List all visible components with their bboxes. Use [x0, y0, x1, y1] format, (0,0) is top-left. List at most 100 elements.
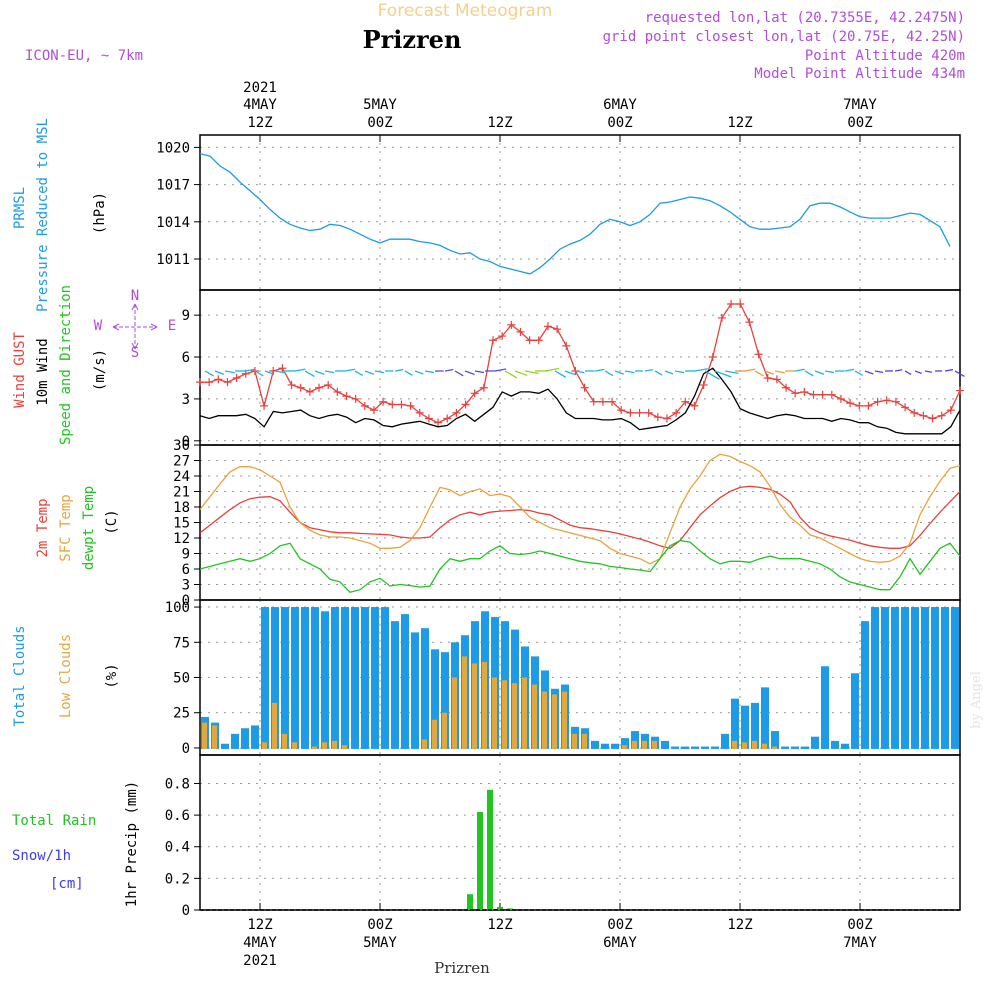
wind-arrow [704, 370, 720, 380]
gust-marker [342, 392, 351, 401]
wind-arrow [814, 370, 825, 375]
wind-panel-labels: Wind GUST 10m Wind Speed and Direction (… [12, 285, 176, 445]
gust-marker [919, 411, 928, 420]
low-cloud-bar [552, 694, 557, 749]
panel-3: 0 25 50 75 100 [165, 599, 961, 757]
low-cloud-bar [762, 743, 767, 749]
compass-n: N [131, 288, 139, 304]
low-cloud-bar [332, 740, 337, 749]
top-date-label: 7MAY [843, 97, 877, 113]
wind-arrow [524, 370, 539, 375]
rain-bar [507, 908, 513, 910]
gust-marker [662, 414, 671, 423]
wind-arrow [274, 370, 286, 374]
low-cloud-bar [772, 746, 777, 749]
gust-marker [287, 380, 296, 389]
wind-arrow [864, 370, 874, 375]
wind-10m-label: 10m Wind [35, 338, 51, 405]
gust-marker [434, 418, 443, 427]
y-tick-label: 27 [173, 454, 190, 470]
bottom-time-label: 00Z [847, 917, 872, 933]
compass-icon: N S W E [94, 288, 176, 361]
gust-marker [598, 397, 607, 406]
gust-marker [360, 401, 369, 410]
point-altitude: Point Altitude 420m [805, 48, 965, 64]
wind-arrow [474, 370, 485, 374]
total-cloud-bar [671, 746, 679, 749]
requested-coords: requested lon,lat (20.7355E, 42.2475N) [645, 10, 965, 26]
y-tick-label: 0.6 [165, 808, 190, 824]
gust-marker [608, 397, 617, 406]
bottom-location-label: Prizren [434, 959, 490, 977]
cloud-panel-labels: Total Clouds Low Clouds (%) [12, 625, 120, 726]
panel-frame [199, 289, 961, 446]
compass-e: E [168, 318, 176, 334]
gust-marker [891, 397, 900, 406]
pressure-unit-label: (hPa) [92, 192, 108, 234]
y-tick-label: 3 [182, 392, 190, 408]
total-cloud-bar [901, 607, 909, 749]
gust-marker [452, 408, 461, 417]
gust-marker [507, 320, 516, 329]
wind-arrow [874, 370, 884, 374]
forecast-meteogram-label: Forecast Meteogram [378, 1, 553, 21]
y-tick-label: 100 [165, 600, 190, 616]
wind-arrow [714, 370, 732, 378]
low-cloud-bar [272, 702, 277, 749]
gust-marker [809, 390, 818, 399]
gust-marker [388, 400, 397, 409]
low-cloud-bar [652, 740, 657, 749]
top-time-label: 12Z [247, 115, 272, 131]
wind-arrow [314, 370, 325, 376]
low-cloud-bar [212, 725, 217, 749]
gust-marker [873, 397, 882, 406]
gust-marker [708, 353, 717, 362]
gust-marker [717, 313, 726, 322]
wind-arrow [614, 370, 624, 375]
bottom-date-label: 7MAY [843, 935, 877, 951]
wind-arrow [744, 368, 756, 372]
total-cloud-bar [951, 607, 959, 749]
gust-marker [653, 413, 662, 422]
wind-arrow [254, 370, 264, 377]
total-cloud-bar [331, 607, 339, 749]
low-cloud-bar [622, 745, 627, 749]
wind-arrow [204, 370, 214, 377]
y-tick-label: 1020 [156, 140, 190, 156]
bottom-date-label: 5MAY [363, 935, 397, 951]
wind-arrow [444, 368, 454, 372]
gust-marker [461, 400, 470, 409]
total-cloud-bar [881, 607, 889, 749]
low-cloud-bar [732, 740, 737, 749]
bottom-time-label: 00Z [367, 917, 392, 933]
gust-marker [910, 408, 919, 417]
total-cloud-bar [611, 743, 619, 749]
low-cloud-bar [432, 719, 437, 749]
low-cloud-bar [582, 733, 587, 749]
gust-marker [617, 406, 626, 415]
top-time-label: 12Z [727, 115, 752, 131]
wind-arrow [354, 370, 363, 376]
gust-marker [562, 341, 571, 350]
bottom-time-axis: 12Z 4MAY 2021 00Z 5MAY 12Z 00Z 6MAY 12Z 00Z 7MAY [243, 903, 877, 969]
rain-bar [497, 906, 503, 910]
low-cloud-bar [492, 677, 497, 749]
total-cloud-bar [681, 746, 689, 749]
total-cloud-bar [221, 743, 229, 749]
gust-marker [699, 380, 708, 389]
gust-marker [369, 406, 378, 415]
gust-marker [589, 397, 598, 406]
total-cloud-bar [591, 740, 599, 749]
wind-arrow [674, 370, 685, 374]
bottom-time-label: 12Z [727, 917, 752, 933]
gust-marker [956, 386, 964, 395]
total-cloud-bar [621, 738, 629, 749]
wind-arrow [824, 370, 835, 374]
grid-point-coords: grid point closest lon,lat (20.75E, 42.2… [603, 29, 965, 45]
wind-arrow [464, 370, 475, 376]
total-cloud-bar [291, 607, 299, 749]
wind-arrow [944, 368, 954, 372]
cloud-bars [201, 607, 959, 749]
total-cloud-bar [801, 746, 809, 749]
wind-arrow [894, 369, 903, 372]
